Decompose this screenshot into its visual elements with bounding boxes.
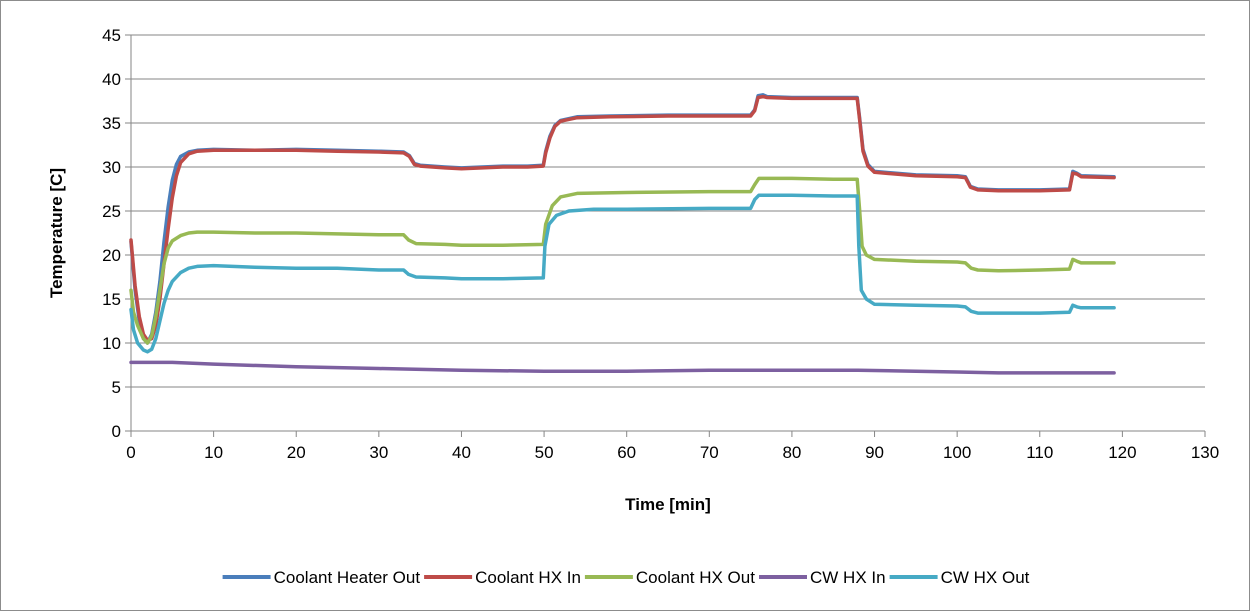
legend-label: Coolant Heater Out — [274, 568, 421, 587]
series-line-cw-hx-in — [129, 360, 1116, 375]
x-tick-label: 10 — [204, 443, 223, 462]
x-tick-label: 30 — [369, 443, 388, 462]
gridlines — [131, 34, 1205, 388]
y-tick-label: 35 — [102, 114, 121, 133]
series-line-cw-hx-out — [129, 193, 1116, 354]
y-tick-label: 0 — [112, 422, 121, 441]
axes — [130, 35, 1205, 432]
y-tick-label: 5 — [112, 378, 121, 397]
y-axis-title: Temperature [C] — [47, 168, 66, 298]
x-tick-label: 40 — [452, 443, 471, 462]
y-axis-ticks: 0 5 10 15 20 25 30 35 40 45 — [102, 26, 131, 441]
legend-label: Coolant HX In — [475, 568, 581, 587]
x-axis-title: Time [min] — [625, 495, 711, 514]
legend-label: CW HX In — [810, 568, 886, 587]
legend-item: Coolant HX Out — [584, 568, 755, 587]
x-tick-label: 70 — [700, 443, 719, 462]
x-tick-label: 130 — [1191, 443, 1219, 462]
x-tick-label: 20 — [287, 443, 306, 462]
legend: Coolant Heater Out Coolant HX In Coolant H… — [222, 568, 1030, 587]
y-tick-label: 20 — [102, 246, 121, 265]
series-lines — [129, 93, 1116, 375]
legend-item: Coolant HX In — [424, 568, 581, 587]
x-tick-label: 60 — [617, 443, 636, 462]
legend-label: Coolant HX Out — [636, 568, 755, 587]
y-tick-label: 30 — [102, 158, 121, 177]
x-tick-label: 90 — [865, 443, 884, 462]
legend-label: CW HX Out — [941, 568, 1030, 587]
legend-item: Coolant Heater Out — [222, 568, 421, 587]
y-tick-label: 25 — [102, 202, 121, 221]
y-tick-label: 15 — [102, 290, 121, 309]
x-tick-label: 100 — [943, 443, 971, 462]
series-line-coolant-hx-in — [129, 94, 1116, 343]
x-tick-label: 80 — [782, 443, 801, 462]
x-tick-label: 0 — [126, 443, 135, 462]
legend-item: CW HX In — [759, 568, 886, 587]
x-tick-label: 120 — [1108, 443, 1136, 462]
y-tick-label: 45 — [102, 26, 121, 45]
x-tick-label: 50 — [535, 443, 554, 462]
series-line-coolant-hx-out — [129, 176, 1116, 345]
x-tick-label: 110 — [1026, 443, 1053, 462]
y-tick-label: 10 — [102, 334, 121, 353]
legend-item: CW HX Out — [889, 568, 1030, 587]
x-axis-ticks: 0 10 20 30 40 50 60 70 80 90 100 110 120 130 — [126, 431, 1219, 462]
y-tick-label: 40 — [102, 70, 121, 89]
